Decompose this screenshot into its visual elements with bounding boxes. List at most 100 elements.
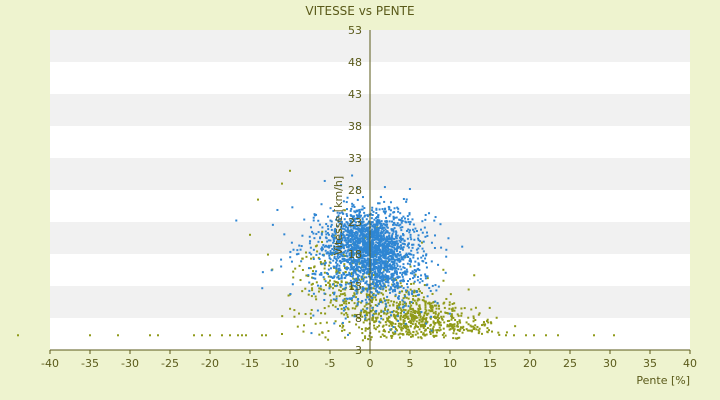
data-point [364, 335, 367, 338]
data-point [400, 246, 403, 249]
data-point [430, 329, 433, 332]
data-point [394, 332, 397, 335]
data-point [370, 275, 373, 278]
data-point [352, 257, 355, 260]
data-point [392, 228, 395, 231]
data-point [323, 263, 326, 266]
data-point [329, 279, 332, 282]
data-point [371, 239, 374, 242]
data-point [358, 214, 361, 217]
data-point [405, 330, 408, 333]
data-point [391, 232, 394, 235]
data-point [423, 334, 426, 337]
data-point [310, 295, 313, 298]
data-point [355, 314, 358, 317]
data-point [415, 248, 418, 251]
data-point [301, 268, 304, 271]
data-point [372, 246, 375, 249]
data-point [421, 323, 424, 326]
data-point [363, 271, 366, 274]
data-point [346, 246, 349, 249]
data-point [360, 222, 363, 225]
data-point [390, 287, 393, 290]
data-point [404, 253, 407, 256]
data-point [325, 272, 328, 275]
data-point [462, 325, 465, 328]
data-point [394, 270, 397, 273]
data-point [408, 259, 411, 262]
data-point [448, 301, 451, 304]
data-point [400, 279, 403, 282]
data-point [398, 251, 401, 254]
data-point [377, 252, 379, 255]
data-point [352, 223, 355, 226]
data-point [377, 274, 380, 277]
data-point [449, 323, 452, 326]
data-point [384, 321, 387, 324]
data-point [321, 248, 324, 251]
data-point [343, 297, 346, 300]
data-point [453, 309, 456, 312]
data-point [201, 334, 203, 337]
data-point [377, 242, 380, 245]
data-point [325, 252, 328, 255]
data-point [385, 299, 388, 302]
data-point [352, 270, 355, 273]
data-point [309, 316, 312, 319]
data-point [408, 229, 411, 232]
data-point [343, 239, 346, 242]
data-point [402, 297, 405, 300]
data-point [392, 284, 395, 287]
data-point [434, 300, 437, 303]
data-point [357, 300, 360, 303]
data-point [383, 268, 386, 271]
data-point [413, 274, 416, 277]
data-point [391, 220, 394, 223]
data-point [382, 235, 385, 238]
data-point [430, 302, 433, 305]
data-point [425, 261, 428, 264]
data-point [355, 269, 358, 272]
data-point [401, 290, 404, 293]
data-point [437, 305, 440, 308]
data-point [358, 228, 361, 231]
data-point [310, 332, 313, 335]
data-point [398, 259, 401, 262]
data-point [342, 244, 345, 247]
data-point [359, 271, 362, 274]
data-point [361, 218, 364, 221]
data-point [352, 274, 355, 277]
data-point [366, 222, 369, 225]
data-point [421, 299, 424, 302]
data-point [358, 253, 361, 256]
data-point [371, 214, 374, 217]
data-point [360, 276, 363, 279]
data-point [363, 270, 366, 273]
data-point [371, 273, 374, 276]
data-point [389, 245, 392, 248]
data-point [399, 212, 402, 215]
data-point [350, 232, 353, 235]
data-point [404, 304, 407, 307]
data-point [340, 227, 343, 230]
data-point [367, 241, 370, 244]
data-point [421, 247, 424, 250]
data-point [367, 242, 370, 245]
data-point [362, 308, 365, 311]
data-point [373, 266, 376, 269]
data-point [374, 316, 377, 319]
data-point [385, 313, 388, 316]
data-point [367, 250, 370, 253]
data-point [354, 262, 357, 265]
data-point [380, 284, 383, 287]
data-point [340, 251, 343, 254]
x-tick-label: 15 [483, 357, 497, 370]
data-point [345, 244, 348, 247]
data-point [392, 253, 395, 256]
data-point [375, 232, 378, 235]
data-point [409, 321, 412, 324]
data-point [437, 263, 440, 266]
data-point [401, 273, 404, 276]
data-point [329, 252, 332, 255]
